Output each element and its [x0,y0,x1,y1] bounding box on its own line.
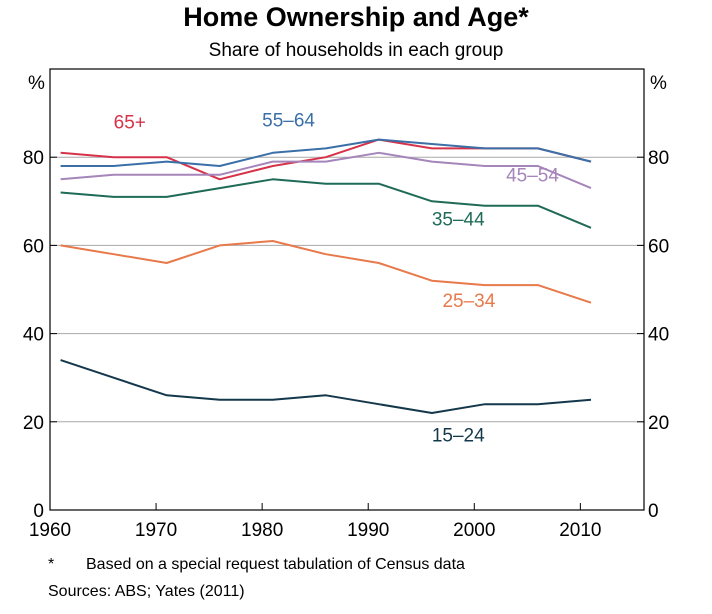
x-tick-label-1970: 1970 [135,520,177,541]
y-unit-right: % [650,73,667,94]
x-tick-label-1990: 1990 [347,520,389,541]
chart-title: Home Ownership and Age* [183,2,529,32]
footnote-note: * Based on a special request tabulation o… [48,556,465,574]
x-tick-label-2000: 2000 [453,520,495,541]
y-unit-left: % [28,73,45,94]
series-line-2 [60,151,592,190]
y-tick-label-left-0: 0 [33,501,44,522]
tick-labels: 1960 1970 1980 1990 2000 2010 0 0 20 20 40 40 60 60 80… [23,73,669,541]
series-label-3: 35–44 [432,210,485,231]
series-line-5 [60,359,592,414]
y-tick-label-right-20: 20 [648,413,669,434]
footnote-sources: Sources: ABS; Yates (2011) [48,583,245,600]
series-label-5: 15–24 [432,426,485,447]
series-line-4 [60,240,592,304]
y-tick-label-right-60: 60 [648,236,669,257]
x-tick-label-2010: 2010 [559,520,601,541]
y-tick-label-right-40: 40 [648,325,669,346]
series-line-1 [60,138,592,167]
series-lines [60,138,592,414]
series-labels: 65+ 55–64 45–54 35–44 25–34 15–24 [114,110,560,446]
axis-ticks [49,156,644,511]
y-tick-label-left-20: 20 [23,413,44,434]
x-tick-label-1980: 1980 [241,520,283,541]
y-tick-label-left-60: 60 [23,236,44,257]
series-line-3 [60,178,592,229]
series-label-1: 55–64 [262,110,315,131]
footnote-text: Based on a special request tabulation of… [86,556,465,573]
series-label-2: 45–54 [506,165,559,186]
footnote-mark: * [48,556,55,573]
plot-frame [49,68,645,511]
y-tick-label-right-80: 80 [648,148,669,169]
y-tick-label-right-0: 0 [648,501,659,522]
y-tick-label-left-40: 40 [23,325,44,346]
series-label-4: 25–34 [442,291,495,312]
chart-subtitle: Share of households in each group [208,40,504,61]
series-label-0: 65+ [114,113,146,134]
x-tick-label-1960: 1960 [29,520,71,541]
y-tick-label-left-80: 80 [23,148,44,169]
